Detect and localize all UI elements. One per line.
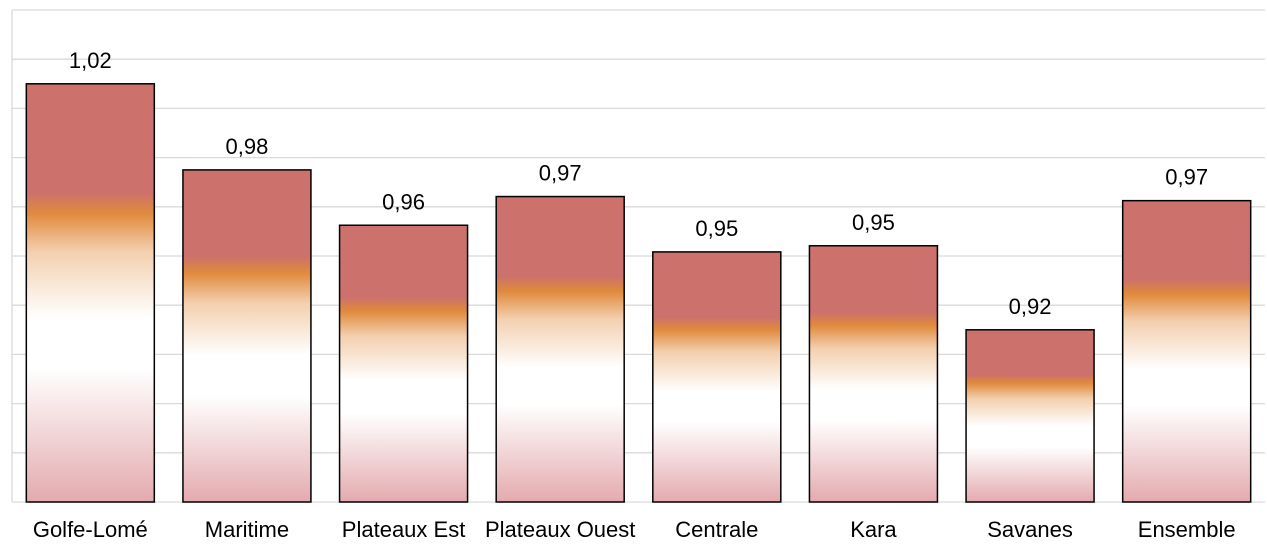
category-labels: Golfe-Lomé Maritime Plateaux Est Plateaux O… xyxy=(33,517,1236,542)
category-label-5: Kara xyxy=(850,517,897,542)
category-label-0: Golfe-Lomé xyxy=(33,517,148,542)
bar-0 xyxy=(25,83,156,503)
data-label-0: 1,02 xyxy=(69,48,112,73)
data-label-4: 0,95 xyxy=(695,216,738,241)
bar-3 xyxy=(495,195,625,503)
data-label-3: 0,97 xyxy=(539,161,582,186)
bar-5 xyxy=(808,245,939,503)
category-label-3: Plateaux Ouest xyxy=(485,517,635,542)
category-label-6: Savanes xyxy=(987,517,1073,542)
data-label-6: 0,92 xyxy=(1009,294,1052,319)
data-label-2: 0,96 xyxy=(382,189,425,214)
bar-7 xyxy=(1121,199,1252,503)
bar-4 xyxy=(652,251,782,503)
data-label-1: 0,98 xyxy=(226,134,269,159)
category-label-7: Ensemble xyxy=(1138,517,1236,542)
category-label-1: Maritime xyxy=(205,517,289,542)
bars xyxy=(25,83,1252,503)
bar-2 xyxy=(338,224,469,503)
data-label-5: 0,95 xyxy=(852,210,895,235)
category-label-4: Centrale xyxy=(675,517,758,542)
bar-6 xyxy=(965,329,1095,503)
bar-1 xyxy=(182,169,312,503)
data-label-7: 0,97 xyxy=(1165,165,1208,190)
data-labels: 1,02 0,98 0,96 0,97 0,95 0,95 0,92 0,97 xyxy=(69,48,1208,319)
category-label-2: Plateaux Est xyxy=(342,517,466,542)
